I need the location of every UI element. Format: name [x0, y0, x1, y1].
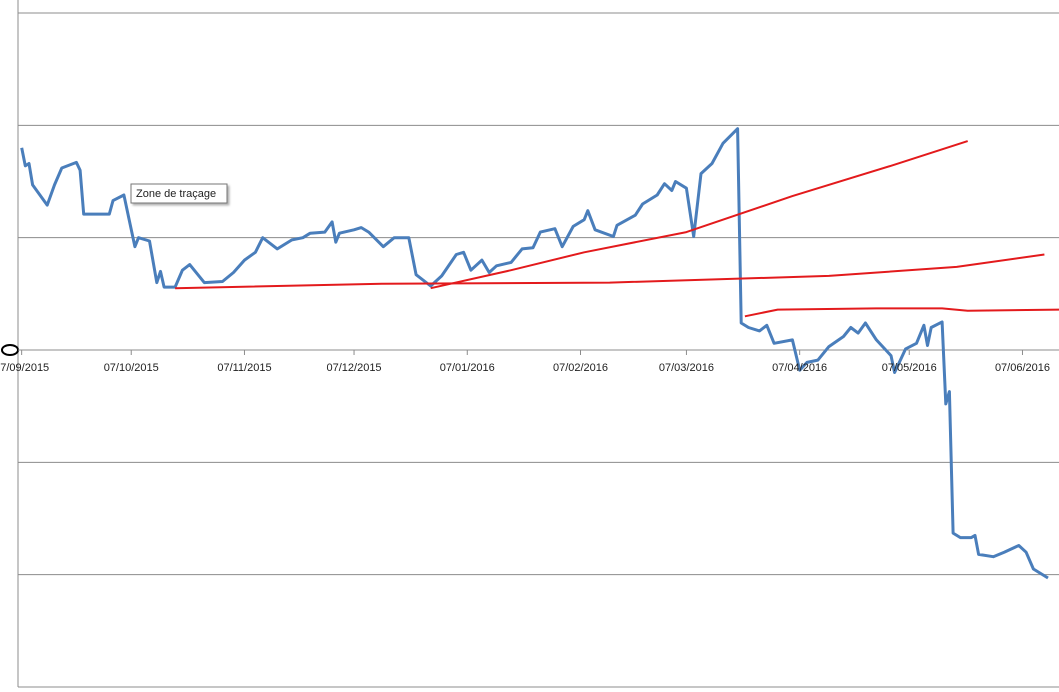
plot [20, 127, 1059, 580]
x-tick-label: 07/03/2016 [659, 362, 714, 374]
series-line [744, 307, 1059, 318]
hand-drawn-circle [1, 344, 19, 356]
x-tick-label: 07/06/2016 [995, 362, 1050, 374]
series-line [430, 140, 969, 290]
x-tick-label: 07/12/2015 [327, 362, 382, 374]
grid [18, 12, 1059, 688]
x-tick-label: 07/09/2015 [0, 362, 49, 374]
x-tick-label: 07/10/2015 [104, 362, 159, 374]
x-axis: 07/09/2015 07/10/2015 07/11/2015 07/12/2015… [0, 350, 1050, 374]
x-tick-label: 07/05/2016 [882, 362, 937, 374]
tooltip-box [130, 183, 228, 204]
x-tick-label: 07/11/2015 [217, 362, 271, 374]
tooltip-text: Zone de traçage [136, 188, 216, 200]
series-line [20, 127, 1049, 580]
x-tick-label: 07/02/2016 [553, 362, 608, 374]
tooltip: Zone de traçage [130, 183, 228, 204]
x-tick-label: 07/01/2016 [440, 362, 495, 374]
series-line [175, 253, 1045, 290]
x-tick-label: 07/04/2016 [772, 362, 827, 374]
